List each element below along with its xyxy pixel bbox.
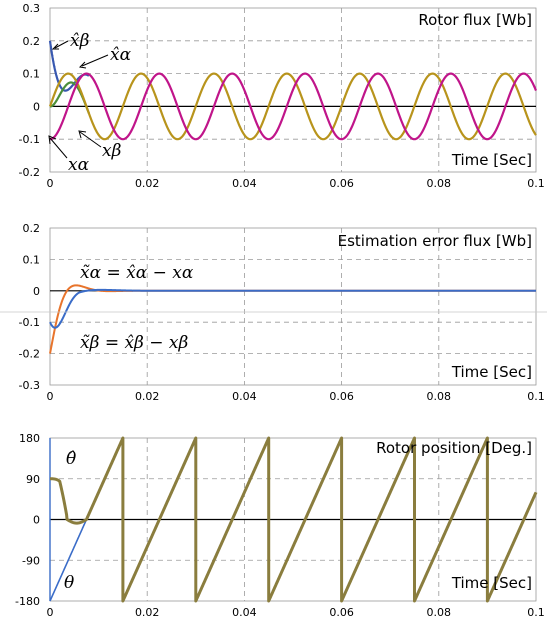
y-tick-label: -0.1	[19, 316, 40, 329]
annotation-x-alpha: xα	[48, 135, 90, 175]
y-tick-label: 0.2	[23, 35, 41, 48]
chart-title: Estimation error flux [Wb]	[338, 232, 532, 250]
x-tick-label: 0.08	[427, 390, 452, 403]
chart-rotor-position: 0 0.02 0.04 0.06 0.08 0.1 180 90 0 -90 -180 Rotor …	[15, 432, 545, 619]
x-axis-label: Time [Sec]	[451, 574, 532, 592]
svg-text:xβ: xβ	[102, 141, 122, 161]
y-tick-label: 0.1	[23, 68, 41, 81]
chart-estimation-error: 0 0.02 0.04 0.06 0.08 0.10.20.10-0.1-0.2-0.3 …	[0, 222, 547, 403]
chart-title: Rotor position [Deg.]	[376, 439, 532, 457]
x-tick-label: 0.02	[135, 177, 160, 190]
annotation-xhat-beta: x̂β	[51, 31, 90, 51]
x-tick-label: 0.02	[135, 390, 160, 403]
svg-text:xα: xα	[68, 155, 90, 175]
chart-rotor-flux: 0 0.02 0.04 0.06 0.08 0.1 0.3 0.2 0.1 0 -0.1 -0.2 R…	[19, 2, 545, 190]
x-tick-label: 0.04	[232, 390, 257, 403]
x-tick-label: 0	[47, 390, 54, 403]
y-tick-label: -90	[22, 554, 40, 567]
annotation-xhat-alpha: x̂α	[78, 45, 132, 69]
annotation-x-beta: xβ	[78, 130, 122, 161]
annotation-error-beta: x̃β = x̂β − xβ	[80, 333, 189, 353]
x-tick-label: 0.1	[527, 390, 545, 403]
x-tick-label: 0.1	[527, 177, 545, 190]
series-theta-hat	[48, 436, 538, 603]
y-tick-label: 0	[33, 285, 40, 298]
y-tick-label: 180	[19, 432, 40, 445]
x-tick-label: 0.02	[135, 606, 160, 619]
x-tick-label: 0.06	[329, 390, 354, 403]
y-tick-label: 0.3	[23, 2, 41, 15]
x-tick-label: 0.06	[329, 177, 354, 190]
annotation-error-alpha: x̃α = x̂α − xα	[80, 263, 194, 283]
x-tick-label: 0.1	[527, 606, 545, 619]
y-tick-label: -0.1	[19, 133, 40, 146]
y-tick-label: -0.2	[19, 166, 40, 179]
y-tick-label: -0.3	[19, 379, 40, 392]
x-tick-label: 0.08	[427, 177, 452, 190]
y-tick-label: 90	[26, 473, 40, 486]
series-error-alpha	[49, 288, 537, 329]
y-tick-label: -180	[15, 595, 40, 608]
x-tick-label: 0.04	[232, 606, 257, 619]
x-axis-label: Time [Sec]	[451, 363, 532, 381]
x-tick-label: 0.06	[329, 606, 354, 619]
plot-area	[49, 227, 537, 386]
x-tick-label: 0.04	[232, 177, 257, 190]
x-tick-label: 0	[47, 177, 54, 190]
y-tick-label: 0	[33, 514, 40, 527]
chart-title: Rotor flux [Wb]	[418, 11, 532, 29]
annotation-theta: θ	[64, 573, 74, 593]
x-axis-label: Time [Sec]	[451, 151, 532, 169]
y-tick-label: -0.2	[19, 348, 40, 361]
y-tick-label: 0.1	[23, 253, 41, 266]
series-x-alpha	[48, 72, 537, 141]
series-x-beta	[49, 72, 538, 141]
series-theta	[49, 518, 88, 602]
svg-text:x̂β: x̂β	[70, 31, 90, 51]
y-tick-label: 0.2	[23, 222, 41, 235]
y-tick-label: 0	[33, 100, 40, 113]
x-tick-label: 0.08	[427, 606, 452, 619]
x-tick-label: 0	[47, 606, 54, 619]
svg-text:x̂α: x̂α	[110, 45, 132, 65]
annotation-theta-hat: θ̂	[66, 449, 76, 469]
